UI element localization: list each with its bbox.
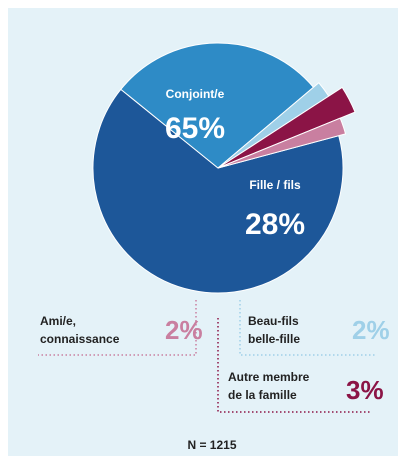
value-label: 2% [165,315,203,345]
value-label: 2% [352,315,390,345]
pie-slice [120,42,315,169]
category-label: connaissance [40,332,120,346]
value-label: 28% [245,208,305,241]
category-label: de la famille [228,388,297,402]
category-label: Fille / fils [249,178,301,192]
value-label: 65% [165,112,225,145]
value-label: 3% [346,375,384,405]
pie-slice [92,88,344,294]
annotation: N = 1215 [187,438,236,452]
connector [38,300,197,356]
category-label: belle-fille [248,332,300,346]
category-label: Beau-fils [248,314,299,328]
category-label: Ami/e, [40,314,76,328]
connector [217,318,372,413]
category-label: Autre membre [228,370,310,384]
pie-slice [217,86,356,169]
pie-slice [217,117,347,169]
category-label: Conjoint/e [166,87,225,101]
